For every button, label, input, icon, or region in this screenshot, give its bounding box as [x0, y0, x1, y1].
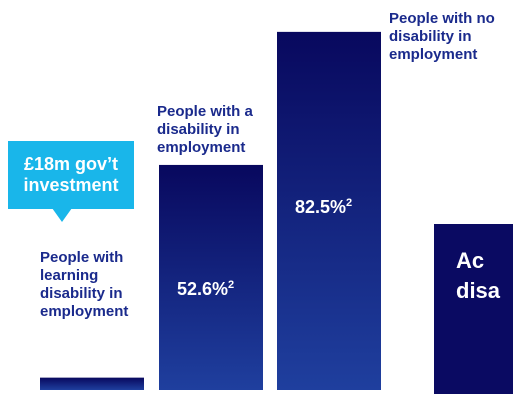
bar-0 [40, 377, 144, 390]
category-label-disability: People with a disability in employment [157, 103, 253, 156]
value-label-1: 52.6%2 [177, 279, 234, 300]
partial-text-box: Ac disa [434, 224, 513, 394]
bar-2 [277, 31, 381, 390]
value-label-2: 82.5%2 [295, 197, 352, 218]
value-text-1: 52.6% [177, 279, 229, 299]
category-label-no-disability: People with no disability in employment [389, 10, 495, 63]
category-label-learning-disability: People with learning disability in emplo… [40, 249, 129, 320]
bar-chart [40, 31, 381, 390]
footnote-marker-2: 2 [346, 197, 353, 209]
value-text-2: 82.5% [295, 197, 347, 217]
investment-callout: £18m gov’t investment [8, 141, 134, 222]
value-text-0: 4.8% [58, 391, 100, 412]
footnote-marker-1: 2 [228, 279, 235, 291]
bar-1 [159, 164, 263, 390]
footnote-marker-0: 1 [99, 391, 106, 404]
value-label-0: 4.8%1 [58, 392, 105, 413]
